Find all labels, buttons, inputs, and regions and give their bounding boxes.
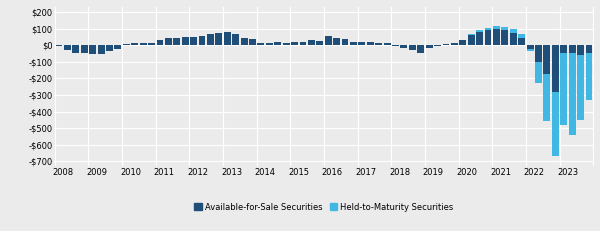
Bar [182,37,188,45]
Bar [299,42,307,45]
Bar [510,28,517,33]
Bar [207,34,214,45]
Bar [115,45,121,49]
Bar [64,45,71,50]
Bar [544,74,550,122]
Bar [409,45,416,50]
Bar [586,45,592,53]
Bar [148,43,155,45]
Bar [569,53,575,135]
Bar [425,45,433,49]
Bar [400,45,407,49]
Bar [291,42,298,45]
Bar [493,28,500,45]
Bar [98,45,104,54]
Bar [131,43,138,45]
Bar [518,38,525,45]
Bar [283,43,290,45]
Bar [417,45,424,53]
Bar [341,39,349,45]
Bar [257,43,265,45]
Bar [350,42,357,45]
Bar [367,42,374,45]
Bar [333,39,340,45]
Bar [199,36,205,45]
Bar [224,32,231,45]
Bar [165,39,172,45]
Bar [434,45,441,46]
Bar [510,33,517,45]
Bar [215,33,223,45]
Bar [502,27,508,30]
Bar [460,40,466,45]
Bar [56,45,62,46]
Bar [81,45,88,53]
Bar [106,45,113,51]
Bar [544,45,550,74]
Bar [241,38,248,45]
Bar [190,37,197,45]
Bar [173,38,180,45]
Legend: Available-for-Sale Securities, Held-to-Maturity Securities: Available-for-Sale Securities, Held-to-M… [191,199,457,215]
Bar [392,45,399,46]
Bar [274,42,281,45]
Bar [325,36,332,45]
Bar [476,30,483,32]
Bar [577,45,584,55]
Bar [518,34,525,38]
Bar [502,30,508,45]
Bar [375,43,382,45]
Bar [316,41,323,45]
Bar [383,43,391,45]
Bar [485,28,491,30]
Bar [493,26,500,28]
Bar [586,53,592,100]
Bar [535,62,542,83]
Bar [468,34,475,35]
Bar [485,30,491,45]
Bar [451,43,458,45]
Bar [535,45,542,62]
Bar [308,40,315,45]
Bar [443,44,449,45]
Bar [232,34,239,45]
Bar [560,45,567,53]
Bar [123,44,130,45]
Bar [552,45,559,92]
Bar [527,45,533,49]
Bar [73,45,79,53]
Bar [358,42,365,45]
Bar [577,55,584,120]
Bar [468,35,475,45]
Bar [527,49,533,51]
Bar [249,39,256,45]
Bar [569,45,575,53]
Bar [140,43,146,45]
Bar [560,53,567,125]
Bar [476,32,483,45]
Bar [89,45,96,54]
Bar [552,92,559,156]
Bar [266,43,273,45]
Bar [157,40,163,45]
